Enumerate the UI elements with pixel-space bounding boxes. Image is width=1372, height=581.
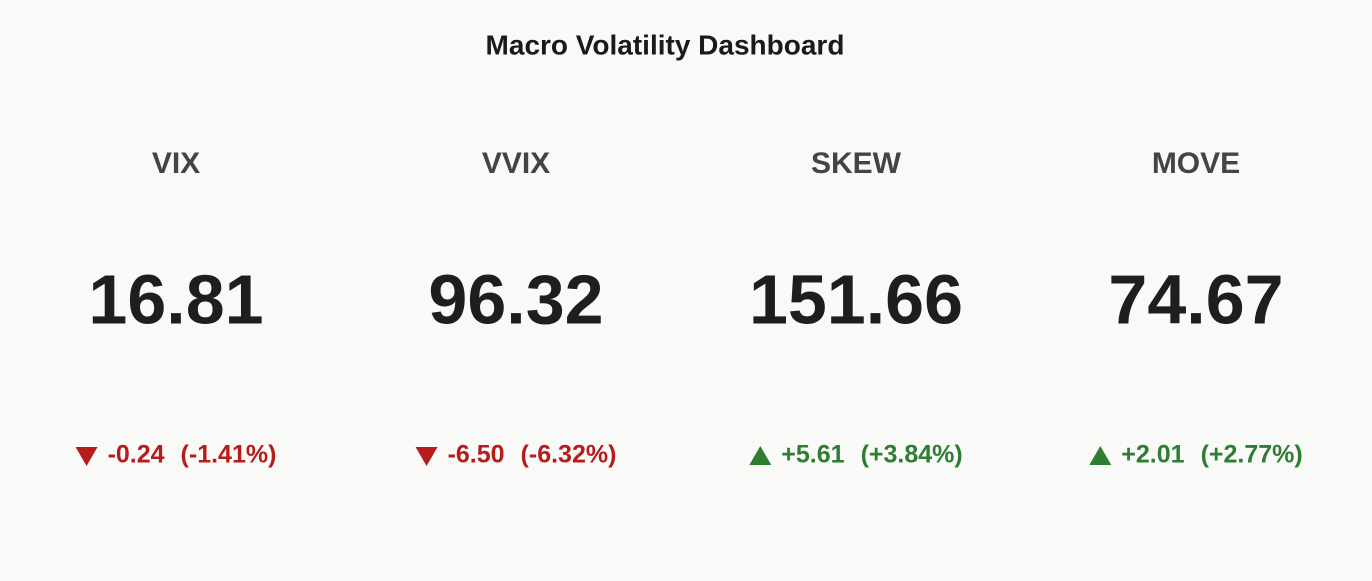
delta-percent: (-1.41%) [181, 441, 277, 469]
delta-value: +2.01 [1121, 441, 1184, 469]
delta-arrow [75, 447, 98, 466]
indicator-value: 74.67 [1108, 260, 1283, 338]
indicator-name: VVIX [482, 147, 550, 180]
dashboard-title: Macro Volatility Dashboard [486, 29, 845, 60]
delta-percent: (-6.32%) [521, 441, 617, 469]
delta-percent: (+3.84%) [861, 441, 963, 469]
indicator-value: 16.81 [88, 260, 263, 338]
indicator-name: SKEW [811, 147, 902, 180]
delta-percent: (+2.77%) [1201, 441, 1303, 469]
delta-value: +5.61 [781, 441, 844, 469]
indicator-name: MOVE [1152, 147, 1240, 180]
indicator-value: 151.66 [749, 260, 963, 338]
delta-arrow [1089, 446, 1112, 465]
indicator-name: VIX [152, 147, 200, 180]
delta-value: -6.50 [448, 441, 505, 469]
indicator-value: 96.32 [428, 260, 603, 338]
delta-arrow [749, 446, 772, 465]
delta-value: -0.24 [108, 441, 165, 469]
delta-arrow [415, 447, 438, 466]
